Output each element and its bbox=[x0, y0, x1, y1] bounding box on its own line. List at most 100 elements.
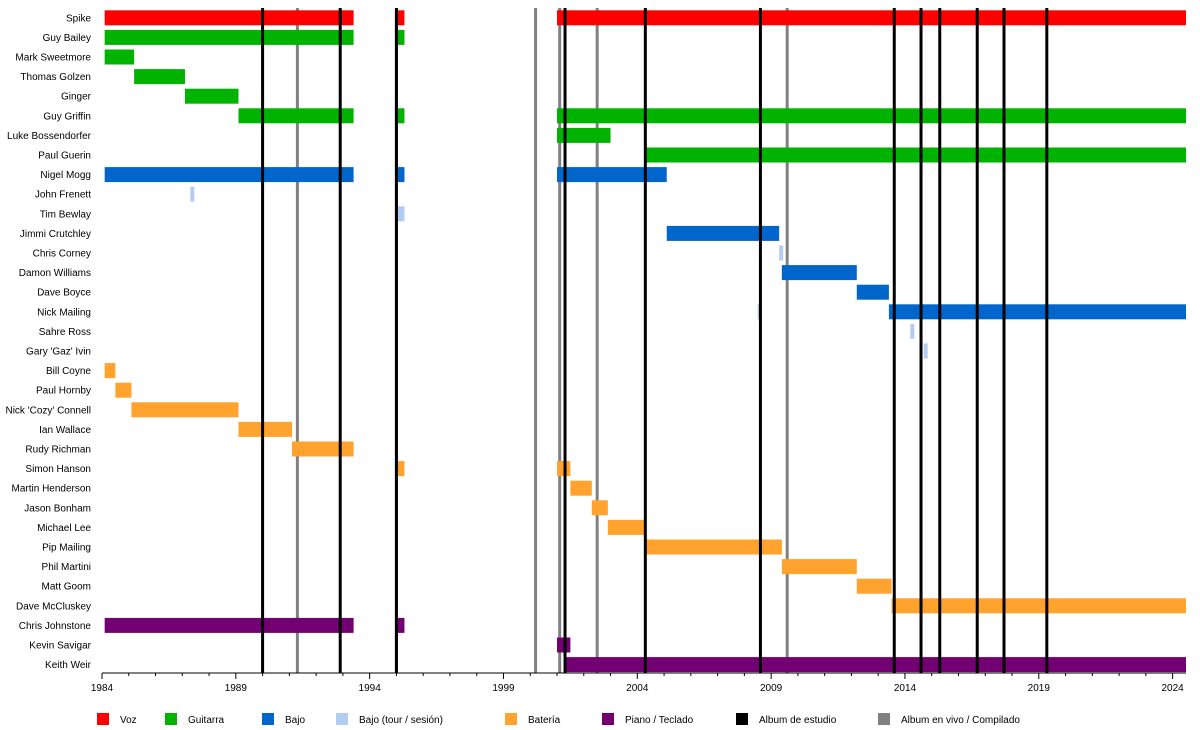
member-label: John Frenett bbox=[35, 190, 91, 201]
member-bar bbox=[557, 108, 1186, 124]
legend-label: Album de estudio bbox=[759, 715, 837, 726]
member-bar bbox=[396, 461, 405, 477]
member-labels: Spike Guy Bailey Mark Sweetmore Thomas Golz… bbox=[5, 13, 91, 671]
member-label: Jason Bonham bbox=[24, 503, 91, 514]
x-tick-label: 2009 bbox=[760, 683, 783, 694]
member-label: Chris Johnstone bbox=[19, 621, 92, 632]
member-bar bbox=[104, 363, 116, 379]
member-label: Gary 'Gaz' Ivin bbox=[26, 347, 91, 358]
legend-label: Batería bbox=[528, 715, 561, 726]
member-label: Spike bbox=[66, 13, 91, 24]
studio-album-lines bbox=[261, 8, 1049, 673]
member-bar bbox=[856, 578, 892, 594]
legend-label: Guitarra bbox=[188, 715, 225, 726]
member-bar bbox=[570, 480, 592, 496]
member-bar bbox=[781, 559, 857, 575]
member-bar bbox=[104, 167, 354, 183]
member-bar bbox=[910, 323, 915, 339]
member-bar bbox=[565, 657, 1186, 673]
legend-label: Album en vivo / Compilado bbox=[901, 715, 1020, 726]
x-tick-label: 2024 bbox=[1161, 683, 1184, 694]
member-bar bbox=[396, 29, 405, 45]
member-bar bbox=[557, 127, 611, 143]
legend-label: Piano / Teclado bbox=[625, 715, 694, 726]
legend-swatch bbox=[736, 713, 748, 725]
legend-swatch bbox=[602, 713, 614, 725]
member-bar bbox=[104, 617, 354, 633]
member-label: Paul Hornby bbox=[36, 386, 91, 397]
member-label: Thomas Golzen bbox=[20, 72, 91, 83]
member-bar bbox=[396, 617, 405, 633]
member-label: Luke Bossendorfer bbox=[7, 131, 92, 142]
legend-label: Voz bbox=[120, 715, 137, 726]
member-bar bbox=[645, 539, 782, 555]
x-tick-label: 1989 bbox=[225, 683, 248, 694]
member-label: Kevin Savigar bbox=[29, 641, 91, 652]
member-bar bbox=[591, 500, 608, 516]
member-label: Dave McCluskey bbox=[16, 601, 91, 612]
member-bar bbox=[104, 10, 354, 26]
legend-swatch bbox=[97, 713, 109, 725]
legend-swatch bbox=[262, 713, 274, 725]
member-label: Phil Martini bbox=[42, 562, 91, 573]
legend-swatch bbox=[878, 713, 890, 725]
member-label: Mark Sweetmore bbox=[15, 53, 91, 64]
legend-swatch bbox=[336, 713, 348, 725]
member-bar bbox=[856, 284, 889, 300]
member-label: Guy Griffin bbox=[43, 111, 91, 122]
legend-label: Bajo (tour / sesión) bbox=[359, 715, 443, 726]
member-bar bbox=[396, 10, 405, 26]
legend-swatch bbox=[165, 713, 177, 725]
member-bar bbox=[607, 519, 646, 535]
legend-label: Bajo bbox=[285, 715, 305, 726]
member-label: Simon Hanson bbox=[25, 464, 91, 475]
member-label: Paul Guerin bbox=[38, 151, 91, 162]
member-label: Michael Lee bbox=[37, 523, 91, 534]
x-tick-label: 1999 bbox=[492, 683, 515, 694]
member-bar bbox=[396, 206, 405, 222]
member-bar bbox=[396, 167, 405, 183]
member-label: Jimmi Crutchley bbox=[20, 229, 91, 240]
member-bar bbox=[557, 10, 1186, 26]
member-label: Pip Mailing bbox=[42, 543, 91, 554]
member-bar bbox=[115, 382, 132, 398]
member-bar bbox=[131, 402, 239, 418]
member-label: Guy Bailey bbox=[43, 33, 91, 44]
member-bar bbox=[891, 598, 1186, 614]
live-album-lines bbox=[295, 8, 789, 673]
x-tick-label: 2014 bbox=[894, 683, 917, 694]
member-label: Tim Bewlay bbox=[40, 209, 91, 220]
x-tick-label: 2019 bbox=[1028, 683, 1051, 694]
member-bar bbox=[238, 421, 293, 437]
member-label: Rudy Richman bbox=[25, 445, 91, 456]
member-label: Damon Williams bbox=[19, 268, 91, 279]
member-bar bbox=[779, 245, 784, 261]
member-label: Dave Boyce bbox=[37, 288, 91, 299]
member-label: Chris Corney bbox=[33, 249, 91, 260]
member-label: Nick 'Cozy' Connell bbox=[5, 405, 91, 416]
member-bar bbox=[923, 343, 928, 359]
member-label: Nick Mailing bbox=[37, 307, 91, 318]
member-label: Martin Henderson bbox=[12, 484, 91, 495]
member-label: Keith Weir bbox=[45, 660, 92, 671]
member-bar bbox=[190, 186, 195, 202]
member-bar bbox=[888, 304, 1186, 320]
member-bar bbox=[645, 147, 1186, 163]
member-bar bbox=[781, 265, 857, 281]
x-axis: 1984 1989 1994 1999 2004 2009 2014 2019 2024 bbox=[91, 672, 1186, 694]
member-bar bbox=[238, 108, 354, 124]
member-label: Nigel Mogg bbox=[40, 170, 91, 181]
x-tick-label: 1984 bbox=[91, 683, 114, 694]
x-tick-label: 2004 bbox=[626, 683, 649, 694]
member-bar bbox=[666, 225, 780, 241]
legend: Voz Guitarra Bajo Bajo (tour / sesión) Bater… bbox=[97, 713, 1020, 726]
x-tick-label: 1994 bbox=[359, 683, 382, 694]
member-bar bbox=[184, 88, 239, 104]
member-label: Sahre Ross bbox=[39, 327, 91, 338]
member-bars bbox=[104, 10, 1186, 673]
member-label: Ian Wallace bbox=[39, 425, 91, 436]
member-bar bbox=[134, 69, 185, 85]
member-bar bbox=[557, 167, 667, 183]
member-bar bbox=[104, 29, 354, 45]
